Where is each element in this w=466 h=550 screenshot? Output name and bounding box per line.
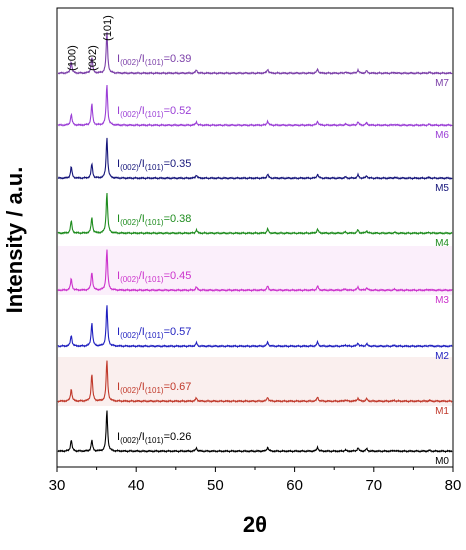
series-line-M3: [57, 249, 453, 293]
series-label-M3: M3: [435, 295, 449, 306]
ratio-symbol: I: [117, 158, 120, 170]
ratio-divider: /I: [139, 270, 145, 282]
ratio-sub-101: (101): [145, 110, 164, 119]
ratio-sub-002: (002): [120, 58, 139, 67]
x-axis-title: 2θ: [243, 512, 267, 537]
ratio-divider: /I: [139, 431, 145, 443]
ratio-divider: /I: [139, 326, 145, 338]
ratio-divider: /I: [139, 158, 145, 170]
ratio-symbol: I: [117, 105, 120, 117]
x-tick-label: 80: [445, 477, 462, 494]
ratio-annotation-M5: I(002)/I(101)=0.35: [117, 158, 191, 172]
x-tick-label: 50: [207, 477, 224, 494]
ratio-value: =0.52: [164, 105, 192, 117]
peak-label-2: (101): [102, 15, 114, 41]
ratio-value: =0.57: [164, 326, 192, 338]
ratio-sub-002: (002): [120, 110, 139, 119]
series-highlight: [58, 246, 452, 295]
ratio-symbol: I: [117, 326, 120, 338]
ratio-value: =0.39: [164, 53, 192, 65]
ratio-divider: /I: [139, 213, 145, 225]
ratio-sub-101: (101): [145, 218, 164, 227]
peak-label-0: (100): [66, 45, 78, 71]
x-tick-label: 70: [365, 477, 382, 494]
ratio-value: =0.26: [164, 431, 192, 443]
ratio-sub-002: (002): [120, 275, 139, 284]
series-label-M0: M0: [435, 456, 449, 467]
series-label-M2: M2: [435, 351, 449, 362]
ratio-sub-101: (101): [145, 275, 164, 284]
ratio-symbol: I: [117, 270, 120, 282]
series-label-M5: M5: [435, 183, 449, 194]
x-tick-label: 60: [286, 477, 303, 494]
ratio-sub-101: (101): [145, 386, 164, 395]
ratio-annotation-M1: I(002)/I(101)=0.67: [117, 381, 191, 395]
y-axis-title: Intensity / a.u.: [2, 167, 27, 314]
series-line-M7: [58, 32, 453, 76]
ratio-sub-002: (002): [120, 436, 139, 445]
ratio-symbol: I: [117, 53, 120, 65]
ratio-sub-002: (002): [120, 331, 139, 340]
ratio-annotation-M2: I(002)/I(101)=0.57: [117, 326, 191, 340]
ratio-value: =0.35: [164, 158, 192, 170]
ratio-sub-002: (002): [120, 386, 139, 395]
ratio-symbol: I: [117, 213, 120, 225]
ratio-value: =0.45: [164, 270, 192, 282]
series-line-M5: [57, 137, 453, 181]
ratio-annotation-M4: I(002)/I(101)=0.38: [117, 213, 191, 227]
ratio-divider: /I: [139, 105, 145, 117]
ratio-value: =0.67: [164, 381, 192, 393]
peak-labels: (100) (002)(101): [66, 15, 114, 71]
series-line-M6: [57, 84, 453, 128]
ratio-sub-101: (101): [145, 58, 164, 67]
series-line-M0: [57, 410, 453, 454]
ratio-sub-002: (002): [120, 218, 139, 227]
ratio-annotation-M7: I(002)/I(101)=0.39: [117, 53, 191, 67]
ratio-sub-101: (101): [145, 436, 164, 445]
series-label-M1: M1: [435, 406, 449, 417]
series-line-M4: [57, 192, 453, 236]
trace-layer: M0I(002)/I(101)=0.26M1I(002)/I(101)=0.67…: [57, 32, 453, 467]
series-label-M7: M7: [435, 78, 449, 89]
x-tick-label: 40: [128, 477, 145, 494]
ratio-divider: /I: [139, 53, 145, 65]
highlight-layer: [58, 246, 452, 406]
ratio-divider: /I: [139, 381, 145, 393]
ratio-value: =0.38: [164, 213, 192, 225]
ratio-symbol: I: [117, 431, 120, 443]
ratio-sub-101: (101): [145, 163, 164, 172]
series-line-M2: [57, 305, 453, 349]
series-highlight: [58, 357, 452, 406]
ratio-sub-002: (002): [120, 163, 139, 172]
ratio-symbol: I: [117, 381, 120, 393]
peak-label-1: (002): [87, 45, 99, 71]
x-axis: 30 40 50 60 70 80: [49, 467, 462, 494]
series-label-M6: M6: [435, 130, 449, 141]
ratio-annotation-M0: I(002)/I(101)=0.26: [117, 431, 191, 445]
ratio-annotation-M3: I(002)/I(101)=0.45: [117, 270, 191, 284]
series-label-M4: M4: [435, 238, 449, 249]
ratio-annotation-M6: I(002)/I(101)=0.52: [117, 105, 191, 119]
series-line-M1: [57, 360, 453, 404]
ratio-sub-101: (101): [145, 331, 164, 340]
x-tick-label: 30: [49, 477, 66, 494]
